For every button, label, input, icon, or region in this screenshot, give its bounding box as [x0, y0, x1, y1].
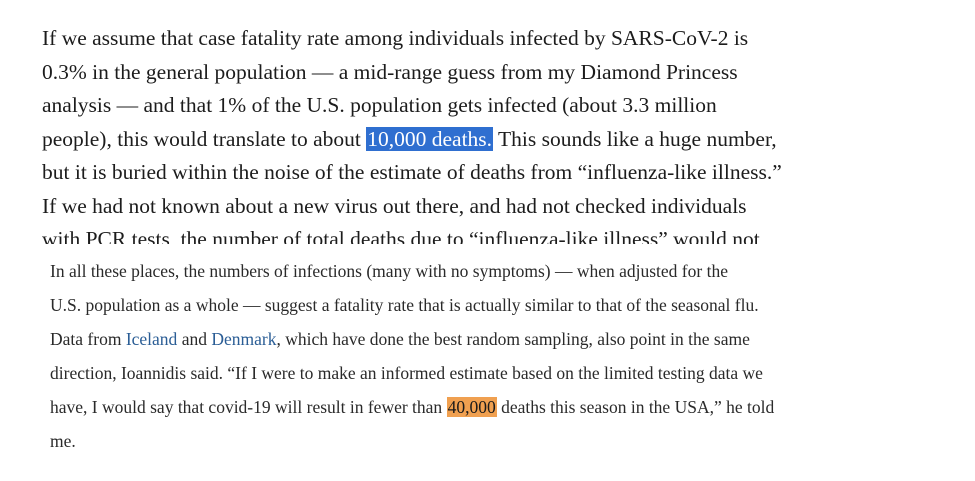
top-line-3: analysis — and that 1% of the U.S. popul… — [42, 93, 717, 117]
bottom-line-4: direction, Ioannidis said. “If I were to… — [50, 363, 763, 383]
top-line-6: If we had not known about a new virus ou… — [42, 193, 747, 218]
iceland-link[interactable]: Iceland — [125, 329, 178, 349]
top-line-5: but it is buried within the noise of the… — [42, 160, 782, 184]
bottom-line-6: me. — [50, 431, 76, 451]
top-line-4-before: people), this would translate to about — [42, 126, 367, 151]
bottom-line-3: Data from Iceland and Denmark, which hav… — [50, 322, 950, 356]
top-line-7-cut: with PCR tests, the number of total deat… — [42, 227, 760, 244]
top-line-4-after: This sounds like a huge number, — [493, 126, 777, 151]
bottom-line-3-and: and — [177, 329, 212, 349]
bottom-line-3-suffix: , which have done the best random sampli… — [276, 329, 750, 349]
top-line-2: 0.3% in the general population — a mid-r… — [42, 59, 738, 84]
bottom-line-5-after: deaths this season in the USA,” he told — [496, 397, 775, 417]
top-quote-excerpt: If we assume that case fatality rate amo… — [42, 22, 942, 244]
selected-text-10000-deaths[interactable]: 10,000 deaths. — [366, 126, 494, 151]
denmark-link[interactable]: Denmark — [211, 329, 277, 349]
highlight-40000: 40,000 — [446, 397, 497, 417]
bottom-line-1: In all these places, the numbers of infe… — [50, 261, 728, 281]
top-line-1: If we assume that case fatality rate amo… — [42, 26, 749, 50]
bottom-line-3-prefix: Data from — [50, 329, 126, 349]
bottom-line-5-before: have, I would say that covid-19 will res… — [50, 397, 447, 417]
bottom-line-5: have, I would say that covid-19 will res… — [50, 390, 950, 424]
bottom-line-2: U.S. population as a whole — suggest a f… — [50, 295, 759, 315]
top-line-4: people), this would translate to about 1… — [42, 123, 942, 157]
bottom-quote-excerpt: In all these places, the numbers of infe… — [50, 254, 950, 458]
